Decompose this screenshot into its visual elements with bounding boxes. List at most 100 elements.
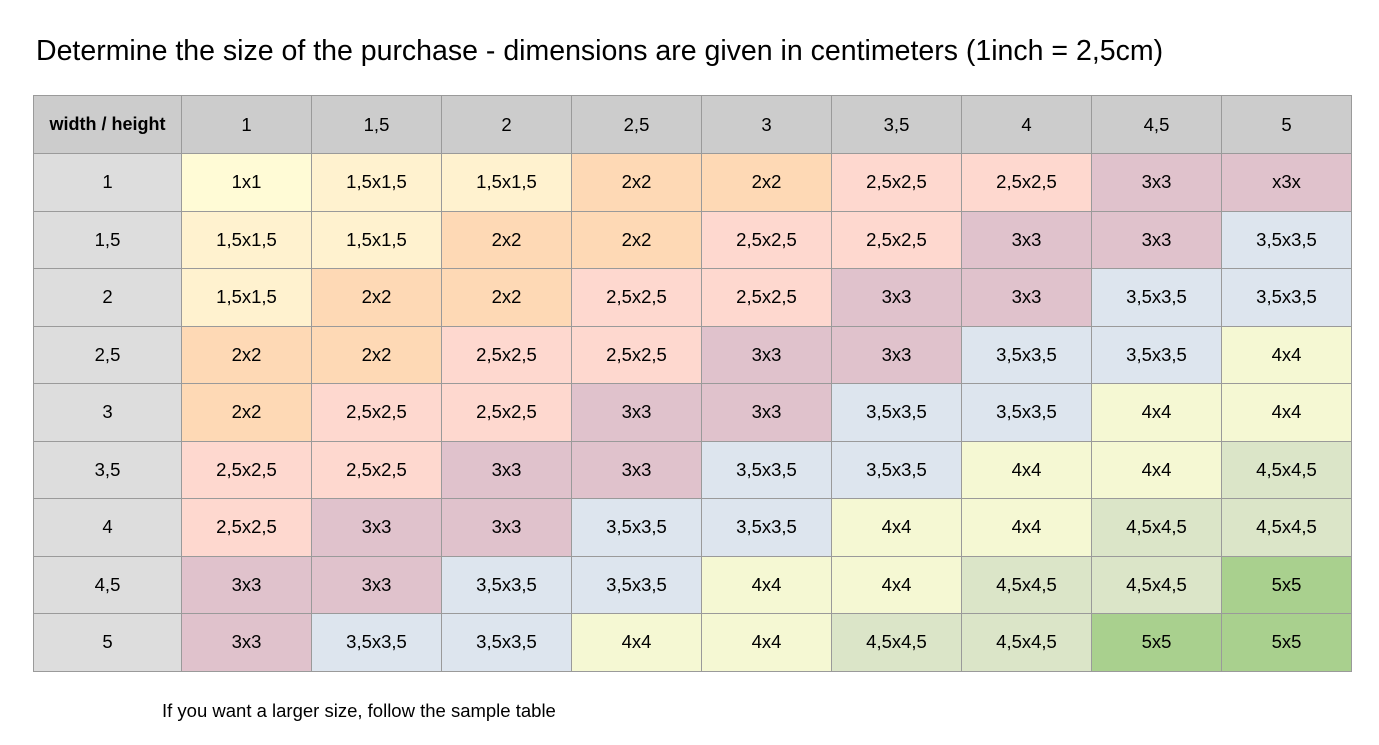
size-cell: 3,5x3,5 bbox=[571, 498, 702, 557]
size-cell: 2,5x2,5 bbox=[311, 383, 442, 442]
size-cell: 4,5x4,5 bbox=[1221, 440, 1352, 499]
column-header: 3 bbox=[701, 95, 832, 154]
size-cell: 3x3 bbox=[181, 555, 312, 614]
size-cell: 4,5x4,5 bbox=[1221, 498, 1352, 557]
size-cell: 3,5x3,5 bbox=[441, 613, 572, 672]
column-header: 2 bbox=[441, 95, 572, 154]
size-cell: 1,5x1,5 bbox=[181, 210, 312, 269]
size-cell: 4,5x4,5 bbox=[831, 613, 962, 672]
size-cell: 3x3 bbox=[441, 440, 572, 499]
size-cell: 2,5x2,5 bbox=[961, 153, 1092, 212]
size-cell: 3x3 bbox=[701, 383, 832, 442]
size-cell: 4x4 bbox=[1091, 440, 1222, 499]
size-cell: 3,5x3,5 bbox=[1091, 268, 1222, 327]
size-cell: 3,5x3,5 bbox=[1221, 210, 1352, 269]
row-header: 2 bbox=[33, 268, 182, 327]
footnote: If you want a larger size, follow the sa… bbox=[162, 700, 556, 721]
size-cell: 4,5x4,5 bbox=[961, 555, 1092, 614]
size-cell: 2,5x2,5 bbox=[441, 325, 572, 384]
size-cell: 3,5x3,5 bbox=[961, 383, 1092, 442]
table-row: 4 2,5x2,5 3x3 3x3 3,5x3,5 3,5x3,5 4x4 4x4 4,5x4,… bbox=[33, 498, 1352, 557]
size-cell: 2x2 bbox=[311, 268, 442, 327]
row-header: 3,5 bbox=[33, 440, 182, 499]
size-cell: 4x4 bbox=[961, 440, 1092, 499]
size-cell: 5x5 bbox=[1221, 613, 1352, 672]
size-cell: 3x3 bbox=[311, 555, 442, 614]
size-cell: 2x2 bbox=[181, 383, 312, 442]
size-cell: 4,5x4,5 bbox=[1091, 498, 1222, 557]
size-cell: 5x5 bbox=[1221, 555, 1352, 614]
size-cell: 2x2 bbox=[441, 268, 572, 327]
size-cell: 3,5x3,5 bbox=[1221, 268, 1352, 327]
row-header: 4,5 bbox=[33, 555, 182, 614]
page-title: Determine the size of the purchase - dim… bbox=[36, 35, 1164, 67]
row-header: 1,5 bbox=[33, 210, 182, 269]
size-cell: 2,5x2,5 bbox=[831, 210, 962, 269]
size-cell: 3x3 bbox=[1091, 210, 1222, 269]
size-cell: 4x4 bbox=[961, 498, 1092, 557]
size-cell: 4x4 bbox=[1221, 383, 1352, 442]
size-cell: 2x2 bbox=[181, 325, 312, 384]
size-cell: 3x3 bbox=[311, 498, 442, 557]
row-header: 2,5 bbox=[33, 325, 182, 384]
size-cell: 4x4 bbox=[1221, 325, 1352, 384]
table-row: 2 1,5x1,5 2x2 2x2 2,5x2,5 2,5x2,5 3x3 3x3 3,5x3,… bbox=[33, 268, 1352, 327]
size-cell: 1,5x1,5 bbox=[441, 153, 572, 212]
corner-header: width / height bbox=[33, 95, 182, 154]
size-cell: 2,5x2,5 bbox=[181, 498, 312, 557]
size-cell: 3x3 bbox=[831, 325, 962, 384]
table-row: 3 2x2 2,5x2,5 2,5x2,5 3x3 3x3 3,5x3,5 3,5x3,5 4x… bbox=[33, 383, 1352, 442]
table-row: 2,5 2x2 2x2 2,5x2,5 2,5x2,5 3x3 3x3 3,5x3,5 3,5x… bbox=[33, 325, 1352, 384]
size-cell: 3,5x3,5 bbox=[441, 555, 572, 614]
size-cell: 3,5x3,5 bbox=[701, 498, 832, 557]
row-header: 1 bbox=[33, 153, 182, 212]
column-header: 3,5 bbox=[831, 95, 962, 154]
table-header-row: width / height 1 1,5 2 2,5 3 3,5 4 4,5 5 bbox=[33, 95, 1352, 154]
column-header: 5 bbox=[1221, 95, 1352, 154]
row-header: 4 bbox=[33, 498, 182, 557]
size-cell: 3,5x3,5 bbox=[961, 325, 1092, 384]
size-cell: 2x2 bbox=[701, 153, 832, 212]
row-header: 5 bbox=[33, 613, 182, 672]
size-cell: 3,5x3,5 bbox=[831, 440, 962, 499]
size-cell: 3x3 bbox=[571, 383, 702, 442]
size-cell: 5x5 bbox=[1091, 613, 1222, 672]
size-cell: 3x3 bbox=[831, 268, 962, 327]
size-cell: 3,5x3,5 bbox=[571, 555, 702, 614]
size-cell: 3x3 bbox=[181, 613, 312, 672]
size-cell: 3x3 bbox=[961, 210, 1092, 269]
size-cell: 2,5x2,5 bbox=[701, 268, 832, 327]
size-cell: 2x2 bbox=[311, 325, 442, 384]
size-cell: 4x4 bbox=[1091, 383, 1222, 442]
size-cell: 4,5x4,5 bbox=[961, 613, 1092, 672]
size-cell: 3,5x3,5 bbox=[831, 383, 962, 442]
column-header: 2,5 bbox=[571, 95, 702, 154]
table-row: 1 1x1 1,5x1,5 1,5x1,5 2x2 2x2 2,5x2,5 2,5x2,5 3x… bbox=[33, 153, 1352, 212]
size-cell: 2x2 bbox=[441, 210, 572, 269]
column-header: 4 bbox=[961, 95, 1092, 154]
table-row: 1,5 1,5x1,5 1,5x1,5 2x2 2x2 2,5x2,5 2,5x2,5 3x3… bbox=[33, 210, 1352, 269]
size-cell: 3,5x3,5 bbox=[1091, 325, 1222, 384]
size-cell: 1,5x1,5 bbox=[311, 210, 442, 269]
size-cell: 3x3 bbox=[961, 268, 1092, 327]
size-cell: 2x2 bbox=[571, 210, 702, 269]
table-row: 5 3x3 3,5x3,5 3,5x3,5 4x4 4x4 4,5x4,5 4,5x4,5 5x… bbox=[33, 613, 1352, 672]
size-cell: 3x3 bbox=[701, 325, 832, 384]
size-cell: 2,5x2,5 bbox=[831, 153, 962, 212]
table-row: 4,5 3x3 3x3 3,5x3,5 3,5x3,5 4x4 4x4 4,5x4,5 4,5x… bbox=[33, 555, 1352, 614]
size-cell: 1x1 bbox=[181, 153, 312, 212]
size-cell: x3x bbox=[1221, 153, 1352, 212]
size-cell: 3x3 bbox=[441, 498, 572, 557]
size-cell: 3x3 bbox=[1091, 153, 1222, 212]
size-cell: 2,5x2,5 bbox=[441, 383, 572, 442]
size-cell: 4x4 bbox=[701, 613, 832, 672]
size-cell: 4x4 bbox=[831, 498, 962, 557]
size-cell: 2x2 bbox=[571, 153, 702, 212]
size-cell: 4x4 bbox=[571, 613, 702, 672]
size-cell: 3,5x3,5 bbox=[701, 440, 832, 499]
column-header: 1,5 bbox=[311, 95, 442, 154]
column-header: 4,5 bbox=[1091, 95, 1222, 154]
size-table: width / height 1 1,5 2 2,5 3 3,5 4 4,5 5 1 1x1 1,5… bbox=[33, 95, 1352, 672]
size-cell: 2,5x2,5 bbox=[311, 440, 442, 499]
row-header: 3 bbox=[33, 383, 182, 442]
